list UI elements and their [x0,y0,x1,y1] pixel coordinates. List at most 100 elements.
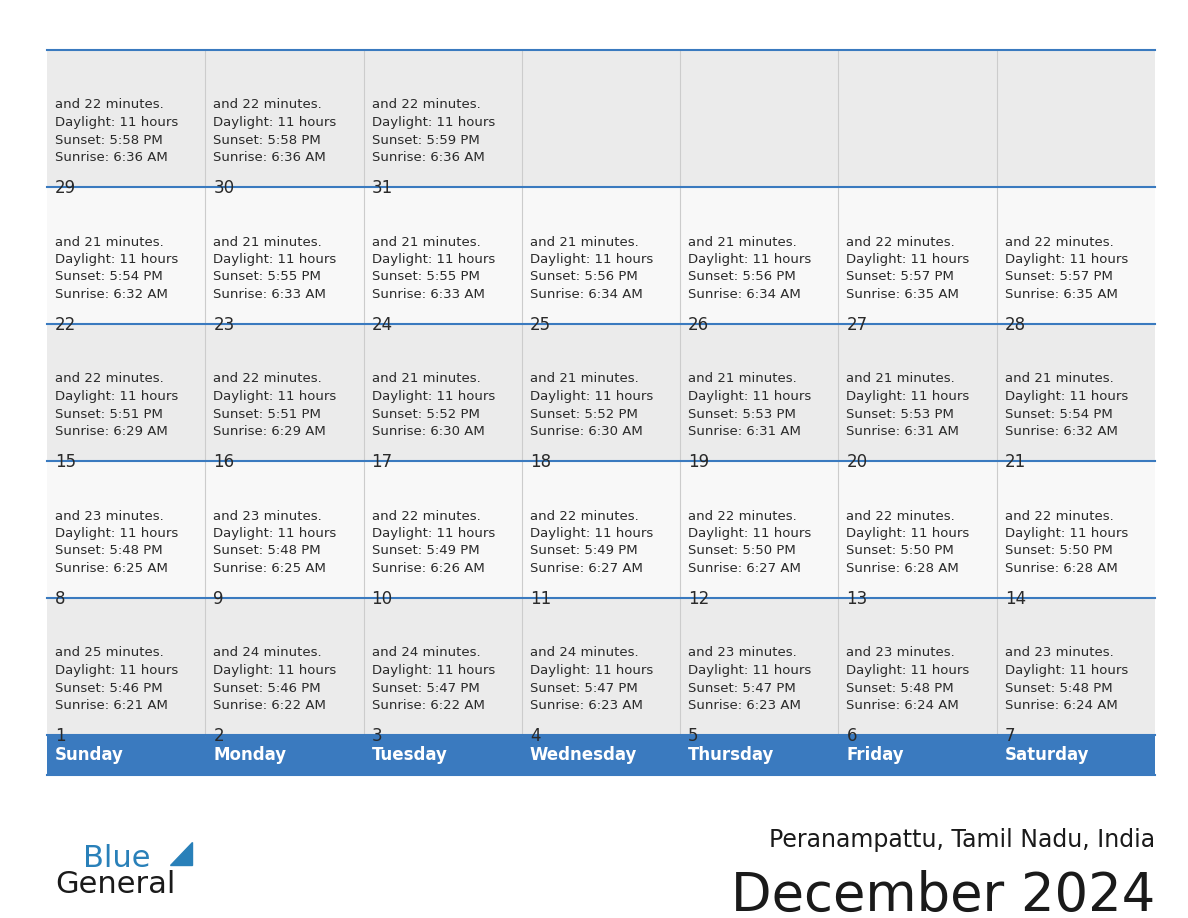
Bar [48,324,1155,461]
Text: 20: 20 [846,453,867,471]
Text: 13: 13 [846,590,867,608]
Text: 14: 14 [1005,590,1026,608]
Text: Sunset: 5:58 PM: Sunset: 5:58 PM [55,133,163,147]
Text: 25: 25 [530,316,551,334]
Bar [839,735,997,775]
Text: Sunrise: 6:29 AM: Sunrise: 6:29 AM [55,425,168,438]
Text: Friday: Friday [846,746,904,764]
Text: Sunrise: 6:30 AM: Sunrise: 6:30 AM [372,425,485,438]
Bar [997,735,1155,775]
Text: 31: 31 [372,179,393,197]
Text: Sunset: 5:52 PM: Sunset: 5:52 PM [372,408,480,420]
Text: Sunset: 5:54 PM: Sunset: 5:54 PM [55,271,163,284]
Text: Sunset: 5:57 PM: Sunset: 5:57 PM [846,271,954,284]
Text: Sunset: 5:50 PM: Sunset: 5:50 PM [1005,544,1112,557]
Text: Sunrise: 6:29 AM: Sunrise: 6:29 AM [214,425,326,438]
Text: and 21 minutes.: and 21 minutes. [372,373,480,386]
Text: Peranampattu, Tamil Nadu, India: Peranampattu, Tamil Nadu, India [769,828,1155,852]
Text: and 25 minutes.: and 25 minutes. [55,646,164,659]
Text: 8: 8 [55,590,65,608]
Text: 11: 11 [530,590,551,608]
Text: and 21 minutes.: and 21 minutes. [55,236,164,249]
Text: 27: 27 [846,316,867,334]
Text: and 21 minutes.: and 21 minutes. [846,373,955,386]
Text: and 21 minutes.: and 21 minutes. [1005,373,1113,386]
Bar [522,735,681,775]
Text: Sunset: 5:47 PM: Sunset: 5:47 PM [530,681,638,695]
Text: 12: 12 [688,590,709,608]
Text: Sunrise: 6:23 AM: Sunrise: 6:23 AM [688,699,801,712]
Text: Daylight: 11 hours: Daylight: 11 hours [55,390,178,403]
Text: Sunrise: 6:34 AM: Sunrise: 6:34 AM [688,288,801,301]
Text: and 23 minutes.: and 23 minutes. [55,509,164,522]
Text: Sunset: 5:47 PM: Sunset: 5:47 PM [372,681,479,695]
Text: and 21 minutes.: and 21 minutes. [214,236,322,249]
Text: Daylight: 11 hours: Daylight: 11 hours [530,527,653,540]
Text: Daylight: 11 hours: Daylight: 11 hours [688,527,811,540]
Text: Daylight: 11 hours: Daylight: 11 hours [846,527,969,540]
Text: 18: 18 [530,453,551,471]
Text: and 22 minutes.: and 22 minutes. [1005,236,1113,249]
Text: Sunset: 5:56 PM: Sunset: 5:56 PM [530,271,638,284]
Text: and 22 minutes.: and 22 minutes. [214,373,322,386]
Text: Sunset: 5:48 PM: Sunset: 5:48 PM [214,544,321,557]
Text: Sunset: 5:51 PM: Sunset: 5:51 PM [214,408,321,420]
Text: and 24 minutes.: and 24 minutes. [530,646,638,659]
Text: Sunrise: 6:36 AM: Sunrise: 6:36 AM [55,151,168,164]
Text: and 23 minutes.: and 23 minutes. [688,646,797,659]
Text: Sunset: 5:54 PM: Sunset: 5:54 PM [1005,408,1112,420]
Text: Sunrise: 6:36 AM: Sunrise: 6:36 AM [372,151,485,164]
Text: General: General [55,870,176,899]
Text: 17: 17 [372,453,393,471]
Text: Sunday: Sunday [55,746,124,764]
Text: Blue: Blue [83,844,151,873]
Text: Sunrise: 6:26 AM: Sunrise: 6:26 AM [372,562,485,575]
Text: and 21 minutes.: and 21 minutes. [372,236,480,249]
Text: 5: 5 [688,727,699,745]
Text: Sunrise: 6:31 AM: Sunrise: 6:31 AM [688,425,801,438]
Text: Tuesday: Tuesday [372,746,448,764]
Text: Daylight: 11 hours: Daylight: 11 hours [688,390,811,403]
Text: Sunset: 5:50 PM: Sunset: 5:50 PM [688,544,796,557]
Text: Sunset: 5:48 PM: Sunset: 5:48 PM [846,681,954,695]
Text: December 2024: December 2024 [731,870,1155,918]
Text: Sunrise: 6:31 AM: Sunrise: 6:31 AM [846,425,959,438]
Text: Sunset: 5:55 PM: Sunset: 5:55 PM [372,271,480,284]
Text: Sunrise: 6:24 AM: Sunrise: 6:24 AM [846,699,959,712]
Text: Daylight: 11 hours: Daylight: 11 hours [688,253,811,266]
Text: Daylight: 11 hours: Daylight: 11 hours [1005,527,1127,540]
Text: 15: 15 [55,453,76,471]
Text: Sunrise: 6:27 AM: Sunrise: 6:27 AM [688,562,801,575]
Text: 16: 16 [214,453,234,471]
Text: 9: 9 [214,590,223,608]
Text: Sunrise: 6:35 AM: Sunrise: 6:35 AM [1005,288,1118,301]
Polygon shape [170,842,192,865]
Text: Sunrise: 6:33 AM: Sunrise: 6:33 AM [214,288,327,301]
Bar [364,735,522,775]
Text: and 24 minutes.: and 24 minutes. [372,646,480,659]
Text: Daylight: 11 hours: Daylight: 11 hours [846,253,969,266]
Text: and 22 minutes.: and 22 minutes. [55,98,164,111]
Text: and 22 minutes.: and 22 minutes. [55,373,164,386]
Text: Daylight: 11 hours: Daylight: 11 hours [372,664,495,677]
Text: 22: 22 [55,316,76,334]
Text: Saturday: Saturday [1005,746,1089,764]
Text: Daylight: 11 hours: Daylight: 11 hours [214,116,336,129]
Text: and 22 minutes.: and 22 minutes. [1005,509,1113,522]
Text: 10: 10 [372,590,393,608]
Text: Daylight: 11 hours: Daylight: 11 hours [214,390,336,403]
Text: Daylight: 11 hours: Daylight: 11 hours [214,527,336,540]
Text: Sunrise: 6:22 AM: Sunrise: 6:22 AM [372,699,485,712]
Text: 26: 26 [688,316,709,334]
Text: Sunset: 5:49 PM: Sunset: 5:49 PM [372,544,479,557]
Text: 4: 4 [530,727,541,745]
Text: 24: 24 [372,316,393,334]
Bar [48,598,1155,735]
Text: Daylight: 11 hours: Daylight: 11 hours [1005,253,1127,266]
Text: and 21 minutes.: and 21 minutes. [530,236,639,249]
Text: Sunrise: 6:32 AM: Sunrise: 6:32 AM [55,288,168,301]
Text: and 22 minutes.: and 22 minutes. [688,509,797,522]
Text: Daylight: 11 hours: Daylight: 11 hours [846,664,969,677]
Bar [48,461,1155,598]
Text: Sunset: 5:48 PM: Sunset: 5:48 PM [1005,681,1112,695]
